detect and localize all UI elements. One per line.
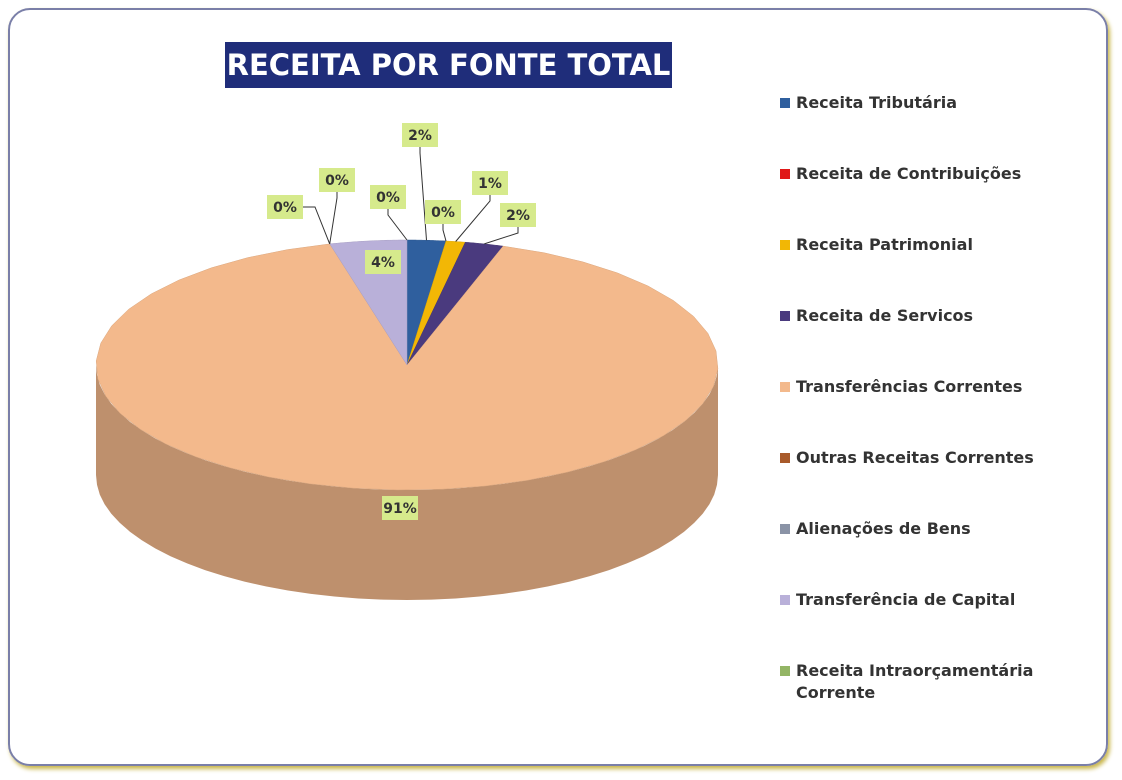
pie-slice [95,243,719,491]
legend-item: Receita Patrimonial [780,234,1060,305]
chart-frame [8,8,1108,766]
legend-swatch [780,98,790,108]
leader-line [419,147,427,241]
data-label: 0% [325,173,349,189]
data-label: 2% [408,128,432,144]
legend-swatch [780,595,790,605]
label-box [472,171,508,195]
legend-label: Alienações de Bens [796,519,971,538]
label-box [425,200,461,224]
leader-line [484,227,519,245]
legend-item: Receita Tributária [780,92,1060,163]
legend-label: Outras Receitas Correntes [796,448,1034,467]
legend-label: Transferências Correntes [796,377,1023,396]
label-box [365,250,401,274]
label-box [267,195,303,219]
chart-title: RECEITA POR FONTE TOTAL [225,42,672,88]
data-label: 91% [383,501,417,517]
legend: Receita Tributária Receita de Contribuiçõ… [780,92,1060,731]
legend-swatch [780,311,790,321]
legend-item: Transferência de Capital [780,589,1060,660]
legend-label: Transferência de Capital [796,590,1016,609]
legend-swatch [780,169,790,179]
label-box [319,168,355,192]
legend-item: Outras Receitas Correntes [780,447,1060,518]
legend-label: Receita de Contribuições [796,164,1022,183]
data-label: 0% [376,190,400,206]
leader-line [442,224,447,242]
label-box [370,185,406,209]
legend-swatch [780,666,790,676]
label-box [382,496,418,520]
leader-line [387,209,408,241]
legend-item: Alienações de Bens [780,518,1060,589]
legend-item: Receita de Contribuições [780,163,1060,234]
legend-item: Receita de Servicos [780,305,1060,376]
legend-swatch [780,524,790,534]
legend-item: Transferências Correntes [780,376,1060,447]
pie-side [96,365,718,600]
data-label: 4% [371,255,395,271]
label-box [402,123,438,147]
legend-label: Receita Tributária [796,93,957,112]
data-label: 0% [273,200,297,216]
data-label: 0% [431,205,455,221]
label-box [500,203,536,227]
data-label: 2% [506,208,530,224]
data-label: 1% [478,176,502,192]
legend-label: Receita de Servicos [796,306,974,325]
legend-swatch [780,382,790,392]
leader-line [303,206,331,245]
legend-label: Receita Patrimonial [796,235,973,254]
legend-swatch [780,240,790,250]
legend-swatch [780,453,790,463]
legend-label: Receita Intraorçamentária Corrente [796,661,1034,702]
legend-item: Receita Intraorçamentária Corrente [780,660,1060,731]
leader-line [329,192,338,244]
leader-line [455,195,491,242]
